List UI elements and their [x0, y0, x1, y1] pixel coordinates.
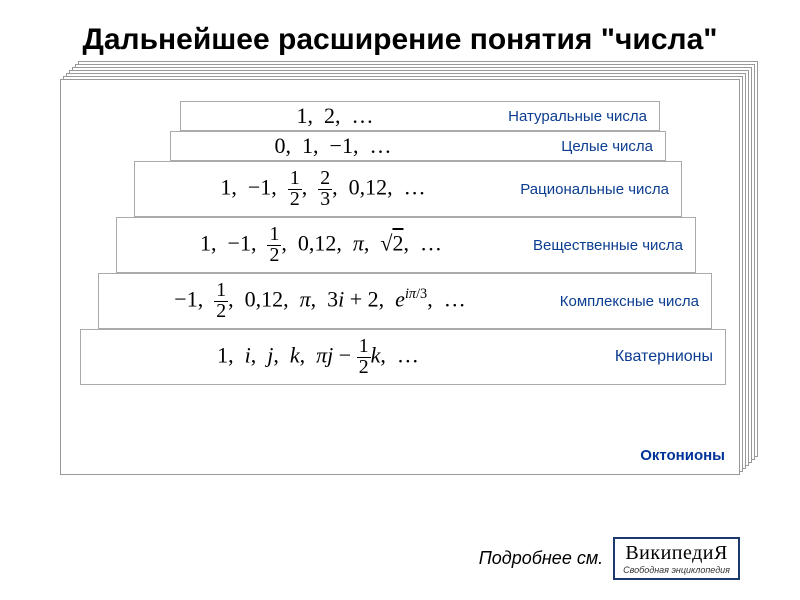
- row-label[interactable]: Комплексные числа: [541, 293, 711, 310]
- number-system-row: 1, −1, 12, 0,12, π, √2, …Вещественные чи…: [116, 217, 696, 273]
- row-formula: 1, −1, 12, 0,12, π, √2, …: [117, 225, 525, 266]
- row-formula: 0, 1, −1, …: [171, 133, 495, 159]
- row-formula: 1, i, j, k, πj − 12k, …: [81, 337, 555, 378]
- wikipedia-subtitle: Свободная энциклопедия: [623, 565, 730, 575]
- wikipedia-link[interactable]: ВикипедиЯ Свободная энциклопедия: [613, 537, 740, 580]
- number-system-row: −1, 12, 0,12, π, 3i + 2, eiπ/3, …Комплек…: [98, 273, 712, 329]
- footer-text: Подробнее см.: [479, 548, 603, 569]
- row-label[interactable]: Кватернионы: [555, 348, 725, 366]
- number-system-row: 1, i, j, k, πj − 12k, …Кватернионы: [80, 329, 726, 385]
- footer: Подробнее см. ВикипедиЯ Свободная энцикл…: [479, 537, 740, 580]
- number-system-row: 1, −1, 12, 23, 0,12, …Рациональные числа: [134, 161, 682, 217]
- wikipedia-logo-text: ВикипедиЯ: [623, 542, 730, 565]
- row-label[interactable]: Рациональные числа: [511, 181, 681, 198]
- row-label[interactable]: Вещественные числа: [525, 237, 695, 254]
- octonion-label: Октонионы: [640, 447, 725, 464]
- row-label[interactable]: Целые числа: [495, 138, 665, 155]
- row-label[interactable]: Натуральные числа: [489, 108, 659, 125]
- number-system-row: 1, 2, …Натуральные числа: [180, 101, 660, 131]
- row-formula: −1, 12, 0,12, π, 3i + 2, eiπ/3, …: [99, 281, 541, 322]
- number-system-row: 0, 1, −1, …Целые числа: [170, 131, 666, 161]
- page-title: Дальнейшее расширение понятия "числа": [0, 0, 800, 69]
- row-formula: 1, −1, 12, 23, 0,12, …: [135, 169, 511, 210]
- row-formula: 1, 2, …: [181, 103, 489, 129]
- number-systems-diagram: Октонионы 1, 2, …Натуральные числа0, 1, …: [60, 79, 740, 479]
